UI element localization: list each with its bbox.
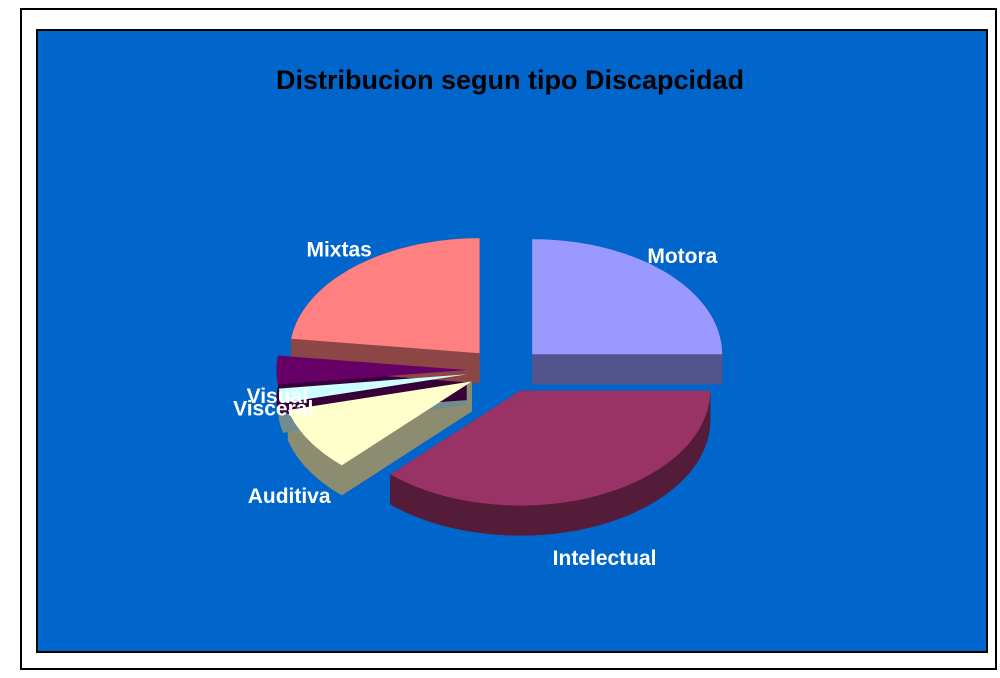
pie-slice [532, 239, 723, 355]
slice-outer-wall [390, 390, 711, 536]
pie-slice [291, 238, 480, 354]
pie-slice [287, 381, 472, 466]
slice-label: Motora [647, 245, 717, 268]
slice-radial-wall [532, 354, 723, 385]
slice-label: Auditiva [248, 485, 331, 508]
chart-title: Distribucion segun tipo Discapcidad [276, 65, 744, 95]
slice-label: Visceral [233, 398, 313, 421]
slice-label: Visual [247, 385, 308, 408]
plot-area [36, 29, 988, 653]
pie-slice [390, 390, 711, 506]
pie-slice [278, 374, 468, 403]
slice-outer-wall [287, 410, 342, 496]
slice-label: Intelectual [553, 547, 657, 570]
pie-slice [276, 355, 467, 385]
pie-tops [276, 238, 723, 506]
slice-label: Mixtas [306, 239, 371, 262]
